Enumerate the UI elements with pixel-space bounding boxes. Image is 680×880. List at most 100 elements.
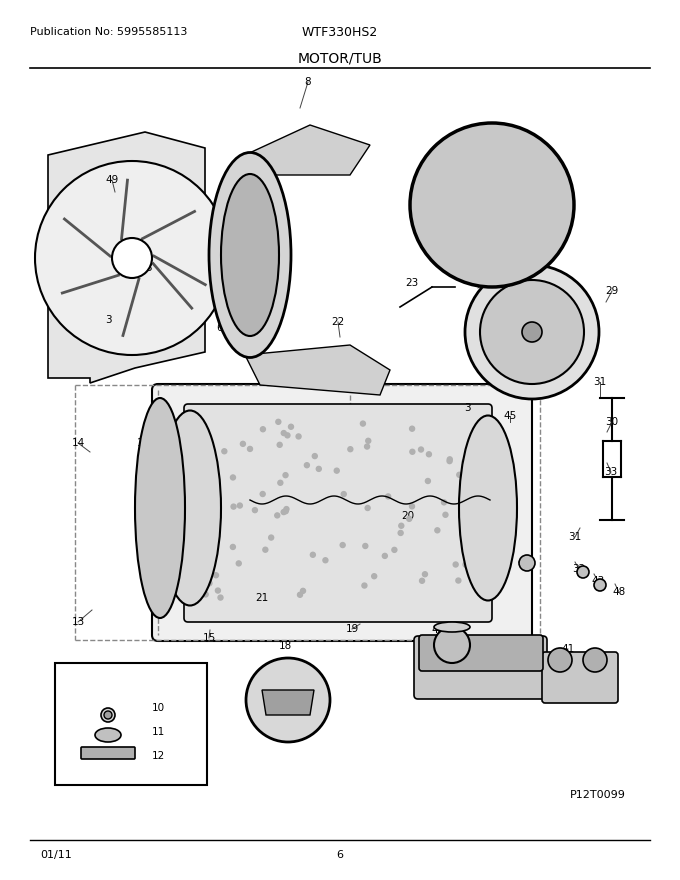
Text: 48: 48 — [551, 686, 564, 696]
Text: 10: 10 — [152, 703, 165, 713]
Circle shape — [199, 507, 205, 512]
Circle shape — [237, 503, 242, 508]
Text: 15: 15 — [203, 633, 216, 643]
Text: 29: 29 — [605, 286, 619, 296]
Circle shape — [340, 543, 345, 547]
FancyBboxPatch shape — [152, 384, 532, 641]
Text: 48: 48 — [613, 587, 626, 597]
Text: 31: 31 — [594, 377, 607, 387]
Circle shape — [231, 504, 236, 510]
Circle shape — [218, 595, 223, 600]
Circle shape — [418, 447, 424, 452]
Circle shape — [246, 658, 330, 742]
Text: 45: 45 — [503, 411, 517, 421]
Text: Publication No: 5995585113: Publication No: 5995585113 — [30, 27, 188, 37]
Circle shape — [410, 123, 574, 287]
Circle shape — [409, 504, 415, 509]
Circle shape — [469, 458, 473, 462]
FancyBboxPatch shape — [414, 636, 547, 699]
Circle shape — [360, 422, 365, 426]
Text: P12T0099: P12T0099 — [570, 790, 626, 800]
Circle shape — [310, 553, 316, 557]
Ellipse shape — [135, 398, 185, 618]
Circle shape — [284, 509, 288, 514]
Ellipse shape — [159, 410, 221, 605]
Text: 30: 30 — [605, 417, 619, 427]
Text: MOTOR/TUB: MOTOR/TUB — [298, 51, 382, 65]
Circle shape — [519, 555, 535, 571]
Text: 32: 32 — [573, 564, 585, 574]
Circle shape — [275, 513, 279, 518]
Text: 20: 20 — [401, 511, 415, 521]
Circle shape — [435, 528, 440, 532]
Circle shape — [594, 579, 606, 591]
Text: 27: 27 — [526, 295, 540, 305]
Text: 14: 14 — [71, 438, 84, 448]
Text: 18: 18 — [278, 641, 292, 651]
Circle shape — [222, 449, 227, 454]
Text: 33: 33 — [605, 467, 617, 477]
Ellipse shape — [434, 622, 470, 632]
FancyBboxPatch shape — [419, 635, 543, 671]
Circle shape — [441, 500, 447, 505]
Text: 26: 26 — [533, 337, 547, 347]
Text: 43: 43 — [592, 576, 605, 586]
Circle shape — [398, 531, 403, 535]
Circle shape — [206, 531, 211, 535]
Circle shape — [465, 265, 599, 399]
Circle shape — [263, 547, 268, 553]
Text: 3: 3 — [145, 263, 152, 273]
Circle shape — [207, 581, 212, 586]
Polygon shape — [48, 132, 205, 383]
Circle shape — [316, 466, 321, 472]
Circle shape — [231, 475, 235, 480]
Circle shape — [372, 574, 377, 579]
Circle shape — [276, 420, 281, 424]
Circle shape — [382, 554, 388, 559]
Circle shape — [112, 238, 152, 278]
Circle shape — [277, 443, 282, 447]
Text: 3: 3 — [105, 315, 112, 325]
Circle shape — [248, 446, 252, 451]
Circle shape — [426, 479, 430, 483]
Circle shape — [426, 451, 431, 457]
Text: 12: 12 — [152, 751, 165, 761]
Circle shape — [301, 589, 305, 593]
FancyBboxPatch shape — [55, 663, 207, 785]
Text: 6: 6 — [217, 323, 223, 333]
Ellipse shape — [459, 415, 517, 600]
Circle shape — [335, 468, 339, 473]
Text: 31: 31 — [568, 532, 581, 542]
FancyBboxPatch shape — [81, 747, 135, 759]
Text: 22: 22 — [331, 317, 345, 327]
Text: 6: 6 — [337, 850, 343, 860]
Circle shape — [288, 424, 294, 429]
Circle shape — [205, 432, 209, 437]
Text: 8: 8 — [305, 77, 311, 87]
Circle shape — [297, 592, 303, 598]
Circle shape — [348, 447, 353, 451]
Circle shape — [269, 535, 273, 540]
Circle shape — [35, 161, 229, 355]
Text: 13: 13 — [71, 617, 84, 627]
Circle shape — [420, 578, 424, 583]
Text: 7: 7 — [219, 252, 225, 262]
Ellipse shape — [221, 174, 279, 336]
Circle shape — [386, 494, 391, 499]
Circle shape — [462, 459, 467, 464]
Polygon shape — [245, 125, 370, 175]
Circle shape — [216, 588, 220, 593]
Circle shape — [101, 708, 115, 722]
Circle shape — [363, 544, 368, 548]
Circle shape — [285, 433, 290, 438]
Circle shape — [252, 508, 258, 513]
Circle shape — [392, 547, 397, 553]
Circle shape — [104, 711, 112, 719]
Text: 3: 3 — [464, 403, 471, 413]
Circle shape — [236, 561, 241, 566]
Circle shape — [464, 556, 469, 561]
Circle shape — [365, 505, 370, 510]
Circle shape — [199, 563, 204, 568]
Text: 21: 21 — [256, 593, 269, 603]
Circle shape — [283, 473, 288, 478]
